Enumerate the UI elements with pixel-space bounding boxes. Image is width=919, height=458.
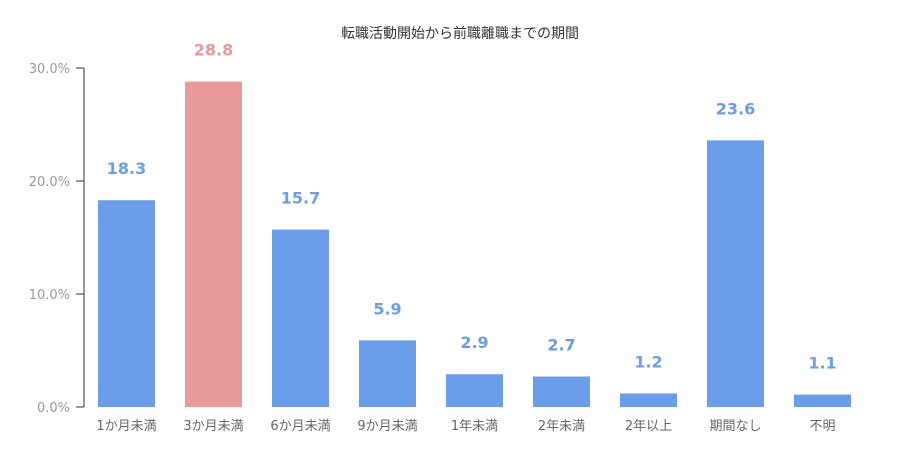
x-tick-label: 期間なし [709, 419, 761, 434]
bar [533, 376, 590, 407]
y-tick-label: 10.0% [29, 288, 70, 303]
y-tick-label: 20.0% [29, 175, 70, 190]
data-labels: 18.3 28.8 15.7 5.9 2.9 2.7 1.2 23.6 1.1 [107, 41, 837, 373]
bar [185, 81, 242, 407]
data-label: 18.3 [107, 159, 146, 178]
bar [359, 340, 416, 407]
data-label: 2.7 [547, 335, 575, 354]
y-axis: 0.0% 10.0% 20.0% 30.0% [29, 62, 85, 416]
x-tick-label: 不明 [809, 419, 835, 434]
data-label: 1.1 [808, 354, 836, 373]
x-axis-labels: 1か月未満 3か月未満 6か月未満 9か月未満 1年未満 2年未満 2年以上 期間なし 不明 [96, 419, 835, 434]
bar [794, 394, 851, 407]
x-tick-label: 6か月未満 [270, 419, 330, 434]
bar [98, 200, 155, 407]
data-label: 2.9 [460, 333, 488, 352]
bar [620, 393, 677, 407]
x-tick-label: 1年未満 [451, 419, 498, 434]
bar-series [98, 81, 851, 407]
data-label: 1.2 [634, 352, 662, 371]
bar [446, 374, 503, 407]
bar [272, 229, 329, 407]
x-tick-label: 2年未満 [538, 419, 585, 434]
y-tick-label: 0.0% [37, 401, 70, 416]
y-tick-label: 30.0% [29, 62, 70, 77]
x-tick-label: 3か月未満 [183, 419, 243, 434]
x-tick-label: 2年以上 [625, 419, 672, 434]
data-label: 28.8 [194, 41, 233, 60]
x-tick-label: 1か月未満 [96, 419, 156, 434]
x-tick-label: 9か月未満 [357, 419, 417, 434]
data-label: 23.6 [716, 99, 755, 118]
chart-title: 転職活動開始から前職離職までの期間 [341, 25, 579, 42]
bar [707, 140, 764, 407]
data-label: 5.9 [373, 299, 401, 318]
data-label: 15.7 [281, 189, 320, 208]
